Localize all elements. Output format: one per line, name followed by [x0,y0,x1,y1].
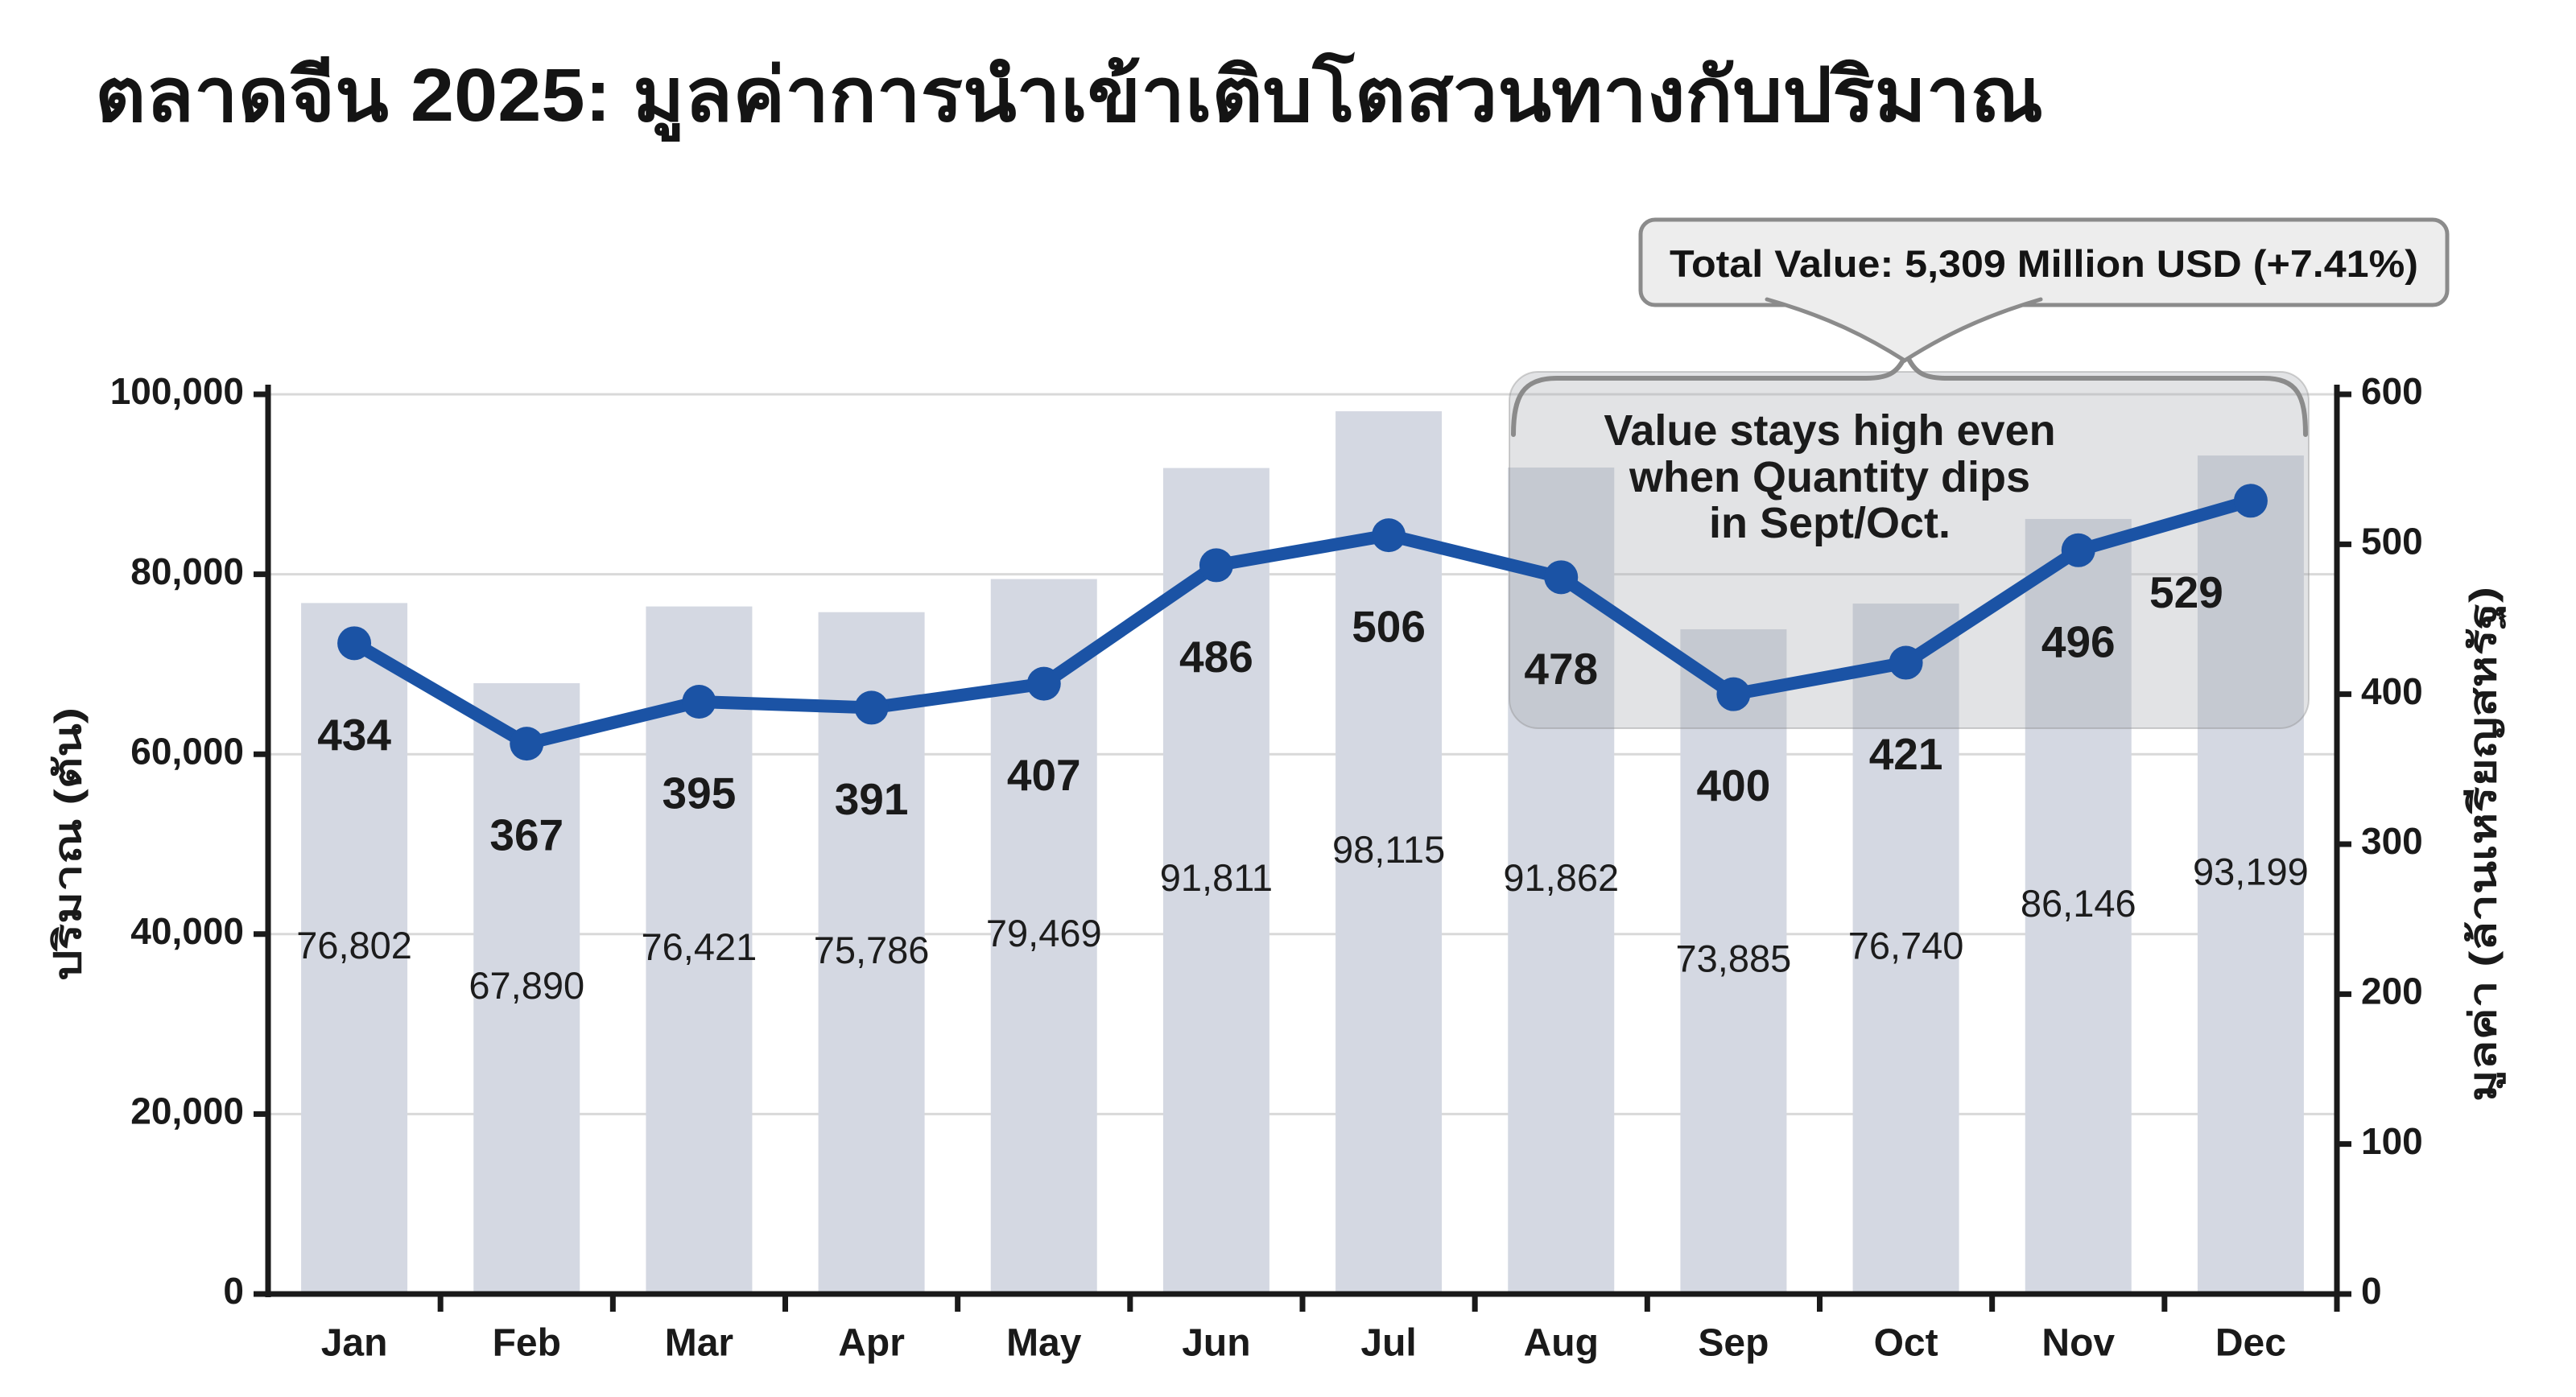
month-label-nov: Nov [2041,1322,2115,1365]
page-title: ตลาดจีน 2025: มูลค่าการนำเข้าเติบโตสวนทา… [95,52,2043,142]
left-tick-label: 80,000 [130,550,244,592]
right-tick-label: 0 [2361,1270,2382,1312]
line-marker-jul [1372,518,1406,553]
annotation-line-3: in Sept/Oct. [1709,499,1951,547]
bar-value-label: 98,115 [1332,828,1445,871]
bar-nov [2025,518,2132,1294]
line-marker-oct [1889,645,1923,680]
line-marker-feb [510,727,544,761]
line-marker-apr [854,690,889,725]
axes-layer: 0 20,000 40,000 60,000 80,000 100,000 0 100 200 3… [110,370,2423,1365]
right-tick-label: 600 [2361,370,2423,412]
bar-apr [818,612,925,1294]
bar-value-label: 93,199 [2193,850,2309,892]
line-series-layer: 434 367 395 391 407 486 506 478 400 421 496 529 [317,484,2268,860]
callout-pointer-fill [1767,299,2041,361]
line-marker-sep [1716,677,1751,711]
line-value-label: 506 [1352,602,1426,652]
line-value-label: 496 [2041,616,2116,666]
line-marker-aug [1544,560,1579,595]
left-tick-label: 40,000 [130,910,244,952]
month-label-apr: Apr [838,1322,905,1365]
bar-value-label: 76,421 [642,925,758,968]
gridlines-layer [268,393,2337,1115]
month-label-sep: Sep [1698,1322,1769,1365]
callout-label: Total Value: 5,309 Million USD (+7.41%) [1670,242,2418,285]
bar-jan [301,603,408,1294]
month-label-oct: Oct [1874,1322,1938,1365]
value-line [348,494,2257,751]
line-value-label: 391 [835,774,909,824]
line-value-label: 486 [1179,632,1253,682]
bar-value-label: 86,146 [2021,882,2136,925]
line-value-label: 434 [317,710,391,760]
line-marker-may [1026,666,1061,701]
right-tick-label: 100 [2361,1120,2423,1162]
line-marker-dec [2233,484,2268,518]
right-tick-label: 200 [2361,970,2423,1012]
line-marker-jun [1199,548,1233,583]
right-axis-title: มูลค่า (ล้านเหรียญสหรัฐ) [2462,587,2507,1102]
bar-jul [1335,411,1443,1294]
right-tick-label: 500 [2361,520,2423,562]
bar-value-label: 73,885 [1676,937,1792,979]
bar-oct [1852,604,1959,1294]
callout-pointer-icon [1765,297,2043,363]
month-label-dec: Dec [2215,1322,2286,1365]
month-label-jun: Jun [1182,1322,1250,1365]
right-tick-label: 300 [2361,820,2423,862]
line-value-label: 400 [1697,760,1771,810]
total-value-callout: Total Value: 5,309 Million USD (+7.41%) [1638,217,2450,363]
month-label-mar: Mar [665,1322,733,1365]
bar-feb [473,682,580,1294]
line-marker-mar [682,684,716,719]
highlight-annotation: Value stays high even when Quantity dips… [1604,406,2055,547]
annotation-line-1: Value stays high even [1604,406,2055,455]
month-label-aug: Aug [1524,1322,1599,1365]
line-value-label: 478 [1524,644,1598,694]
line-marker-jan [337,626,372,661]
callout-box [1638,217,2450,307]
line-value-label: 395 [663,769,737,818]
line-value-label: 367 [489,810,564,860]
bar-value-label: 67,890 [469,964,584,1007]
left-axis-title: ปริมาณ (ตัน) [47,707,89,981]
left-tick-label: 0 [223,1270,244,1312]
line-marker-nov [2061,533,2095,567]
left-tick-label: 20,000 [130,1090,244,1132]
right-tick-label: 400 [2361,670,2423,712]
line-value-label: 529 [2149,567,2223,617]
bars-layer [301,411,2304,1295]
bar-value-label: 76,740 [1848,924,1964,966]
month-label-jul: Jul [1360,1322,1416,1365]
bar-value-label: 75,786 [814,929,930,971]
month-label-jan: Jan [321,1322,388,1365]
month-label-feb: Feb [493,1322,561,1365]
bar-labels-layer: 76,802 67,890 76,421 75,786 79,469 91,811 98,1… [296,828,2309,1007]
left-tick-label: 100,000 [110,370,244,412]
bar-value-label: 91,862 [1503,856,1619,899]
bar-sep [1680,628,1787,1294]
bar-value-label: 76,802 [296,924,412,966]
bar-mar [646,606,753,1294]
bar-dec [2197,455,2304,1294]
line-value-label: 421 [1869,729,1943,779]
left-tick-label: 60,000 [130,730,244,772]
bar-jun [1162,468,1269,1295]
highlight-region [1509,371,2310,729]
line-value-label: 407 [1007,750,1081,800]
bar-value-label: 79,469 [986,912,1102,954]
month-label-may: May [1006,1322,1082,1365]
bar-value-label: 91,811 [1160,856,1273,899]
annotation-line-2: when Quantity dips [1629,453,2030,501]
